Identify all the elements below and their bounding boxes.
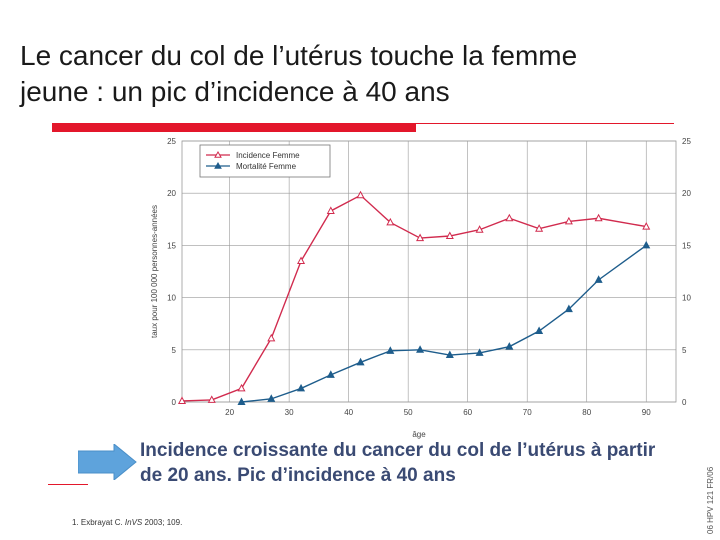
- data-point: [445, 231, 454, 240]
- data-point: [564, 216, 573, 225]
- data-point: [535, 326, 544, 335]
- y-tick-label-left: 0: [172, 398, 177, 407]
- data-point: [594, 275, 603, 283]
- x-tick-label: 30: [285, 408, 294, 417]
- chart-series: [177, 190, 651, 405]
- reference-suffix: 2003; 109.: [142, 518, 183, 527]
- red-dash: [48, 484, 88, 485]
- data-point: [267, 333, 276, 342]
- y-tick-label-left: 15: [167, 241, 176, 250]
- data-point: [445, 350, 454, 359]
- caption-line-2: de 20 ans. Pic d’incidence à 40 ans: [140, 465, 456, 486]
- data-point: [297, 256, 306, 265]
- caption-line-1: Incidence croissante du cancer du col de…: [140, 440, 656, 461]
- title-line-1: Le cancer du col de l’utérus touche la f…: [20, 40, 578, 71]
- x-axis-label: âge: [412, 430, 426, 439]
- data-point: [475, 225, 484, 233]
- chart-axes: 0 0 5 5 10 10 15 15 20 20 25 25 20 30 40 50 60 70 80 90 âge t…: [150, 137, 691, 439]
- y-tick-label-right: 20: [682, 189, 691, 198]
- y-tick-label-right: 25: [682, 137, 691, 146]
- legend-marker: [214, 150, 222, 158]
- x-tick-label: 40: [344, 408, 353, 417]
- legend-box: [199, 144, 331, 178]
- reference-journal: InVS: [124, 518, 143, 527]
- plot-frame: [181, 140, 677, 403]
- series-line: [241, 244, 647, 403]
- data-point: [416, 233, 425, 242]
- y-axis-label: taux pour 100 000 personnes-années: [150, 205, 159, 338]
- y-tick-label-left: 5: [172, 346, 177, 355]
- data-point: [594, 213, 603, 222]
- data-point: [642, 222, 651, 230]
- y-tick-label-right: 5: [682, 346, 687, 355]
- legend-label: Mortalité Femme: [236, 162, 297, 171]
- data-point: [416, 345, 425, 353]
- y-tick-label-right: 0: [682, 398, 687, 407]
- legend-label: Incidence Femme: [236, 151, 300, 160]
- slide-title: Le cancer du col de l’utérus touche la f…: [20, 38, 700, 110]
- reference-prefix: 1. Exbrayat C.: [72, 518, 125, 527]
- y-tick-label-left: 10: [167, 294, 176, 303]
- data-point: [237, 397, 246, 405]
- caption: Incidence croissante du cancer du col de…: [140, 438, 710, 488]
- arrow-icon: [77, 442, 140, 485]
- data-point: [564, 304, 573, 313]
- data-point: [505, 213, 514, 222]
- data-point: [207, 395, 216, 403]
- data-point: [326, 370, 335, 378]
- data-point: [535, 224, 544, 232]
- chart-legend: Incidence Femme Mortalité Femme: [199, 144, 331, 178]
- data-point: [297, 383, 306, 392]
- x-tick-label: 90: [642, 408, 651, 417]
- x-tick-label: 70: [523, 408, 532, 417]
- data-point: [177, 396, 187, 404]
- x-tick-label: 20: [225, 408, 234, 417]
- data-point: [267, 394, 276, 402]
- side-code: 06 HPV 121 FR/06: [706, 466, 715, 534]
- data-point: [386, 217, 395, 226]
- y-tick-label-right: 15: [682, 241, 691, 250]
- title-accent-line: [416, 123, 674, 124]
- title-accent-bar: [52, 123, 416, 132]
- y-tick-label-left: 20: [167, 189, 176, 198]
- data-point: [356, 190, 365, 199]
- reference: 1. Exbrayat C. InVS 2003; 109.: [72, 518, 182, 527]
- data-point: [237, 383, 246, 392]
- series-line: [181, 194, 647, 402]
- data-point: [326, 206, 335, 214]
- legend-marker: [214, 161, 222, 169]
- x-tick-label: 50: [404, 408, 413, 417]
- y-tick-label-left: 25: [167, 137, 176, 146]
- x-tick-label: 60: [463, 408, 472, 417]
- title-line-2: jeune : un pic d’incidence à 40 ans: [20, 76, 450, 107]
- data-point: [475, 348, 484, 356]
- data-point: [386, 346, 395, 354]
- y-tick-label-right: 10: [682, 294, 691, 303]
- x-tick-label: 80: [582, 408, 591, 417]
- data-point: [505, 342, 514, 350]
- data-point: [642, 240, 651, 249]
- data-point: [356, 357, 365, 366]
